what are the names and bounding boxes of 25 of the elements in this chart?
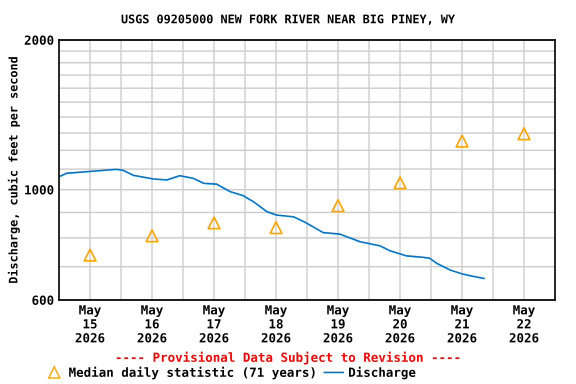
text: ---- Provisional Data Subject to Revision ---- bbox=[116, 352, 460, 364]
x-tick-label: May 21 2026 bbox=[448, 305, 476, 343]
point bbox=[517, 127, 531, 140]
line-series bbox=[59, 168, 485, 280]
point bbox=[455, 134, 469, 148]
chart-title: USGS 09205000 NEW FORK RIVER NEAR BIG PINEY, WY bbox=[122, 14, 455, 25]
x-tick-label: May 19 2026 bbox=[324, 305, 352, 343]
point bbox=[145, 229, 159, 242]
point bbox=[269, 220, 283, 234]
point bbox=[207, 216, 221, 230]
legend-label: Median daily statistic (71 years) bbox=[69, 366, 315, 380]
y-tick-label: 2000 bbox=[24, 35, 54, 45]
point bbox=[393, 176, 407, 190]
x-tick-label: May 17 2026 bbox=[200, 305, 228, 343]
y-axis-title: Discharge, cubic feet per second bbox=[8, 57, 20, 283]
x-tick-label: May 15 2026 bbox=[76, 305, 104, 343]
x-tick-label: May 22 2026 bbox=[510, 305, 538, 343]
y-tick-label: 600 bbox=[32, 295, 54, 305]
legend-label: Discharge bbox=[349, 366, 416, 380]
y-tick-label: 1000 bbox=[25, 185, 54, 195]
point bbox=[331, 198, 345, 212]
point bbox=[83, 248, 97, 262]
x-tick-label: May 20 2026 bbox=[386, 305, 414, 343]
x-tick-label: May 16 2026 bbox=[138, 305, 166, 343]
x-tick-label: May 18 2026 bbox=[262, 305, 290, 343]
